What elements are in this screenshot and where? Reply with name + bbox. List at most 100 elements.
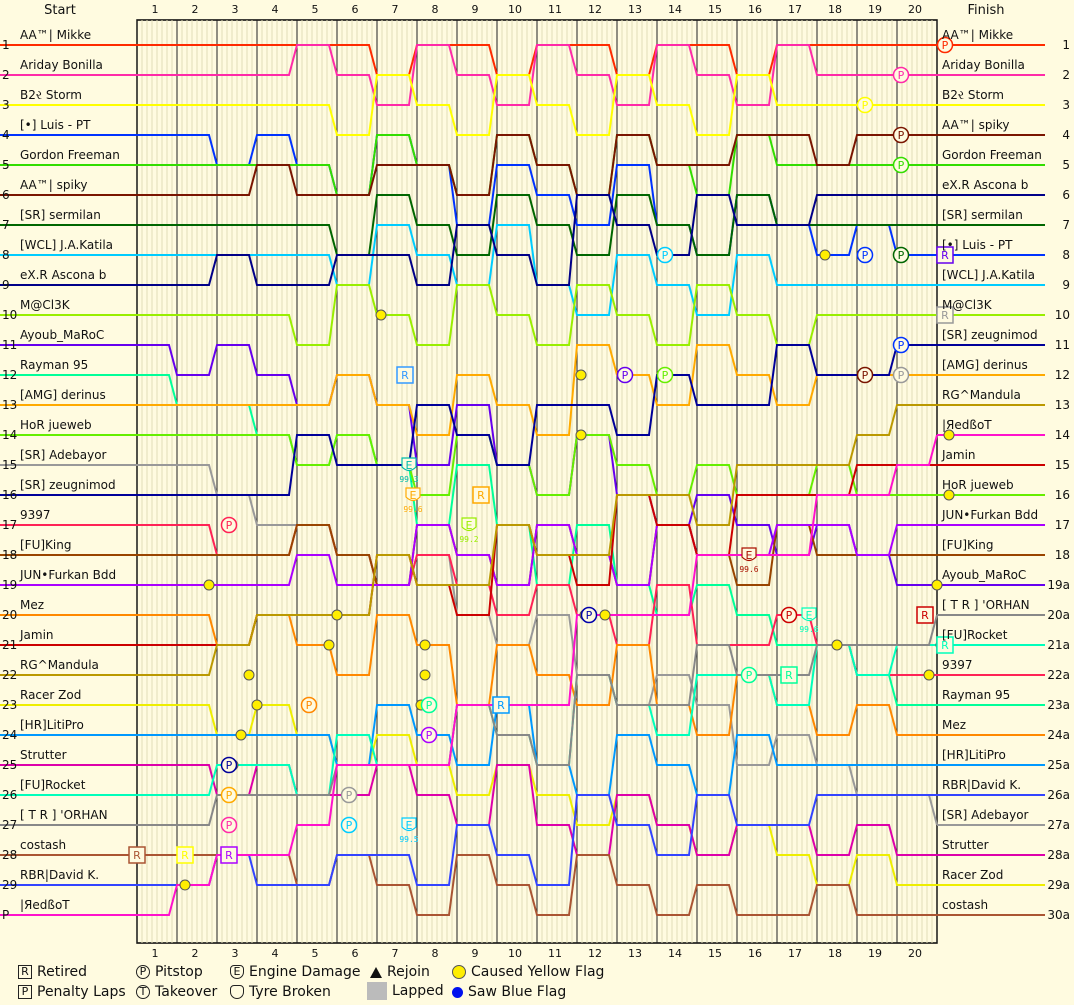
race-position-chart: Start Finish 112233445566778899101011111… — [0, 3, 1070, 960]
lap-tick-top: 4 — [272, 3, 279, 16]
start-driver-name: [WCL] J.A.Katila — [20, 238, 113, 252]
legend-yellow-label: Caused Yellow Flag — [471, 964, 605, 980]
pitstop-marker: P — [420, 726, 438, 744]
legend-takeover: T Takeover — [136, 984, 217, 1000]
lap-tick-bottom: 16 — [748, 947, 762, 960]
retired-marker: R — [916, 606, 934, 624]
yellow-flag-marker — [243, 669, 255, 681]
start-position: 5 — [2, 158, 10, 172]
retired-marker: R — [128, 846, 146, 864]
start-driver-name: JUN•Furkan Bdd — [19, 568, 116, 582]
pitstop-marker: P — [220, 516, 238, 534]
legend-engine-label: Engine Damage — [249, 964, 361, 980]
marker-letter: P — [226, 759, 233, 772]
finish-position: 4 — [1062, 128, 1070, 142]
finish-position: 11 — [1055, 338, 1070, 352]
driver-position-path — [137, 524, 937, 586]
marker-letter: E — [406, 459, 413, 472]
start-position: 7 — [2, 218, 10, 232]
lap-tick-top: 5 — [312, 3, 319, 16]
start-position: 13 — [2, 398, 17, 412]
legend: R Retired P Penalty Laps P Pitstop T Tak… — [14, 962, 714, 1004]
pitstop-circle — [892, 246, 910, 264]
driver-position-path — [137, 434, 938, 916]
lap-tick-bottom: 5 — [312, 947, 319, 960]
start-driver-name: Rayman 95 — [20, 358, 88, 372]
marker-letter: R — [477, 489, 485, 502]
pitstop-circle — [220, 516, 238, 534]
lap-tick-top: 14 — [668, 3, 682, 16]
pitstop-circle — [892, 366, 910, 384]
lap-tick-top: 18 — [828, 3, 842, 16]
finish-driver-name: Rayman 95 — [942, 688, 1010, 702]
marker-letter: P — [346, 819, 353, 832]
marker-letter: E — [466, 519, 473, 532]
start-driver-name: Gordon Freeman — [20, 148, 120, 162]
finish-position: 8 — [1062, 248, 1070, 262]
pitstop-marker: P — [892, 66, 910, 84]
legend-retired: R Retired — [18, 964, 87, 980]
pitstop-marker: P — [780, 606, 798, 624]
pitstop-circle — [856, 96, 874, 114]
finish-driver-name: [SR] zeugnimod — [942, 328, 1038, 342]
yellow-flag-marker — [943, 489, 955, 501]
start-position: 2 — [2, 68, 10, 82]
finish-position: 17 — [1055, 518, 1070, 532]
marker-letter: P — [346, 789, 353, 802]
marker-letter: P — [426, 729, 433, 742]
start-position: 15 — [2, 458, 17, 472]
yellow-flag-marker — [235, 729, 247, 741]
pitstop-marker: P — [656, 246, 674, 264]
marker-letter: P — [226, 789, 233, 802]
finish-position: 2 — [1062, 68, 1070, 82]
finish-driver-name: [WCL] J.A.Katila — [942, 268, 1035, 282]
driver-position-path — [137, 284, 937, 346]
start-position: 3 — [2, 98, 10, 112]
engine-damage-value: 99.6 — [739, 565, 758, 574]
pitstop-circle — [580, 606, 598, 624]
lap-tick-top: 2 — [192, 3, 199, 16]
retired-marker: R — [936, 306, 954, 324]
legend-takeover-label: Takeover — [155, 984, 218, 1000]
start-driver-name: [AMG] derinus — [20, 388, 106, 402]
marker-letter: P — [898, 249, 905, 262]
lap-tick-bottom: 12 — [588, 947, 602, 960]
pitstop-marker: P — [892, 336, 910, 354]
lapped-swatch — [367, 982, 387, 1000]
lap-tick-top: 10 — [508, 3, 522, 16]
start-position: 18 — [2, 548, 17, 562]
pitstop-circle — [340, 786, 358, 804]
driver-position-path — [137, 794, 937, 886]
driver-position-path — [137, 464, 938, 826]
lap-tick-bottom: 3 — [232, 947, 239, 960]
pitstop-circle — [220, 786, 238, 804]
marker-letter: E — [410, 489, 417, 502]
start-driver-name: eX.R Ascona b — [20, 268, 106, 282]
legend-lapped: Lapped — [367, 982, 444, 1000]
lap-tick-bottom: 17 — [788, 947, 802, 960]
legend-pitstop: P Pitstop — [136, 964, 203, 980]
pitstop-circle — [300, 696, 318, 714]
driver-labels: AA™| Mikke 1 Ariday Bonilla 2 B2ર Storm 3 [•] … — [2, 28, 1070, 922]
finish-position: 26a — [1047, 788, 1070, 802]
pitstop-marker: P — [220, 816, 238, 834]
pitstop-marker: P — [220, 756, 238, 774]
start-driver-name: B2ર Storm — [20, 88, 82, 102]
finish-position: 9 — [1062, 278, 1070, 292]
start-position: 29 — [2, 878, 17, 892]
yellow-flag-marker — [575, 429, 587, 441]
start-driver-name: 9397 — [20, 508, 51, 522]
lap-tick-top: 13 — [628, 3, 642, 16]
legend-lapped-label: Lapped — [392, 983, 444, 999]
marker-letter: E — [406, 819, 413, 832]
yellow-flag-marker — [331, 609, 343, 621]
finish-driver-name: [FU]Rocket — [942, 628, 1008, 642]
engine-damage-value: 99.6 — [403, 505, 422, 514]
start-position: 9 — [2, 278, 10, 292]
engine-shape — [461, 517, 477, 532]
engine-damage-marker: E — [461, 517, 477, 532]
start-position: 21 — [2, 638, 17, 652]
finish-position: 19a — [1047, 578, 1070, 592]
marker-letter: P — [426, 699, 433, 712]
marker-letter: P — [306, 699, 313, 712]
